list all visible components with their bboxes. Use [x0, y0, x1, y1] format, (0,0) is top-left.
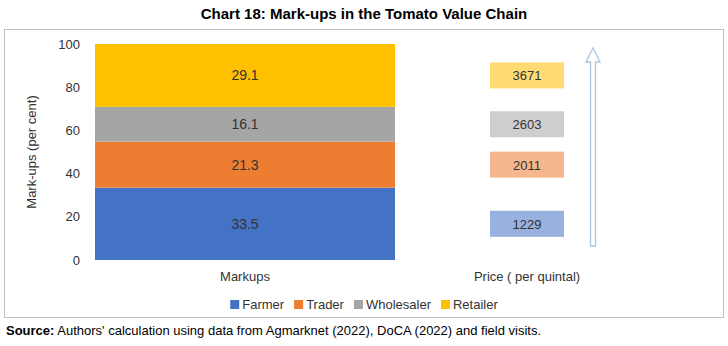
y-tick-label: 80 [66, 80, 80, 95]
bar-segment [95, 142, 395, 188]
legend: Farmer Trader Wholesaler Retailer [230, 297, 498, 312]
data-label: 21.3 [231, 157, 258, 173]
price-label: 2603 [513, 117, 542, 132]
bars [95, 44, 395, 260]
x-tick-label: Markups [220, 269, 270, 284]
legend-label: Farmer [242, 297, 285, 312]
price-box [490, 111, 564, 137]
legend-label: Trader [306, 297, 344, 312]
bar-segment [95, 44, 395, 107]
legend-label: Retailer [453, 297, 498, 312]
y-tick [84, 44, 88, 45]
y-axis-label: Mark-ups (per cent) [24, 95, 39, 208]
arrow [586, 48, 600, 246]
y-tick-label: 20 [66, 209, 80, 224]
source-text: Authors' calculation using data from Agm… [54, 323, 541, 338]
data-labels: 33.5 21.3 16.1 29.1 [231, 67, 258, 231]
price-label: 1229 [513, 217, 542, 232]
y-tick [84, 260, 88, 261]
legend-swatch [230, 300, 239, 309]
legend-label: Wholesaler [366, 297, 432, 312]
y-tick-label: 60 [66, 123, 80, 138]
y-tick-label: 40 [66, 166, 80, 181]
y-tick [84, 216, 88, 217]
title: Chart 18: Mark-ups in the Tomato Value C… [201, 5, 527, 22]
legend-swatch [441, 300, 450, 309]
chart: Chart 18: Mark-ups in the Tomato Value C… [0, 0, 728, 346]
y-tick [84, 173, 88, 174]
source: Source: Authors' calculation using data … [6, 323, 541, 338]
data-label: 16.1 [231, 116, 258, 132]
legend-swatch [354, 300, 363, 309]
y-tick [84, 130, 88, 131]
legend-swatch [294, 300, 303, 309]
y-tick [84, 87, 88, 88]
data-label: 33.5 [231, 216, 258, 232]
bar-segment [95, 107, 395, 142]
price-box [490, 211, 564, 237]
price-box [490, 62, 564, 88]
price-label: 3671 [513, 68, 542, 83]
source-prefix: Source: [6, 323, 54, 338]
x-tick-label: Price ( per quintal) [474, 269, 580, 284]
y-tick-label: 100 [58, 37, 80, 52]
y-tick-label: 0 [73, 253, 80, 268]
data-label: 29.1 [231, 67, 258, 83]
price-box [490, 152, 564, 178]
price-label: 2011 [513, 158, 541, 173]
chart-frame [5, 30, 724, 318]
bar-segment [95, 188, 395, 260]
